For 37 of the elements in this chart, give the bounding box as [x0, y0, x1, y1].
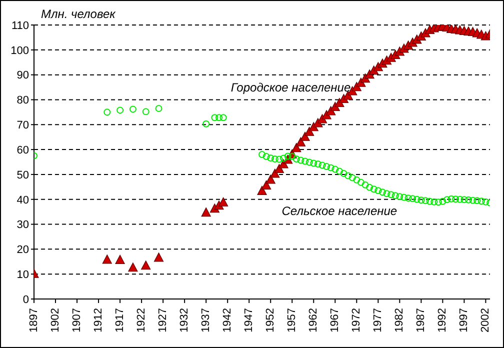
x-tick-label: 1927 [157, 308, 170, 332]
y-tick-label: 100 [10, 44, 29, 57]
x-tick-label: 1912 [92, 308, 105, 332]
y-tick-label: 70 [16, 120, 29, 132]
y-tick-label: 10 [16, 268, 29, 281]
y-tick-label: 30 [16, 219, 29, 232]
x-tick-label: 2002 [480, 308, 492, 332]
x-tick-label: 1977 [372, 308, 384, 332]
x-tick-label: 1907 [71, 308, 84, 332]
x-tick-label: 1897 [28, 308, 40, 332]
x-tick-label: 1922 [136, 308, 148, 332]
x-tick-label: 1932 [178, 308, 191, 332]
x-tick-label: 1952 [264, 308, 277, 332]
x-tick-label: 1962 [308, 308, 320, 332]
y-tick-label: 60 [16, 144, 29, 156]
series-label: Сельское население [282, 204, 398, 218]
y-tick-label: 50 [16, 169, 29, 182]
x-tick-label: 1957 [286, 308, 298, 332]
y-tick-label: 20 [16, 244, 29, 256]
x-tick-label: 1937 [200, 308, 212, 332]
y-tick-label: 90 [16, 70, 29, 82]
y-tick-label: 80 [16, 94, 29, 107]
x-tick-label: 1917 [114, 308, 126, 332]
x-tick-label: 1987 [415, 308, 428, 332]
x-tick-label: 1947 [243, 308, 256, 332]
x-tick-label: 1902 [50, 308, 62, 332]
series-label: Городское население [230, 80, 351, 94]
x-tick-label: 1972 [350, 308, 363, 332]
y-tick-label: 110 [11, 20, 29, 32]
y-axis-title: Млн. человек [41, 7, 116, 21]
x-tick-label: 1982 [394, 308, 406, 332]
y-tick-label: 40 [16, 194, 29, 206]
x-tick-label: 1997 [458, 308, 470, 332]
x-tick-label: 1942 [222, 308, 234, 332]
x-tick-label: 1967 [329, 308, 342, 332]
x-tick-label: 1992 [436, 308, 449, 332]
y-tick-label: 0 [22, 294, 29, 306]
